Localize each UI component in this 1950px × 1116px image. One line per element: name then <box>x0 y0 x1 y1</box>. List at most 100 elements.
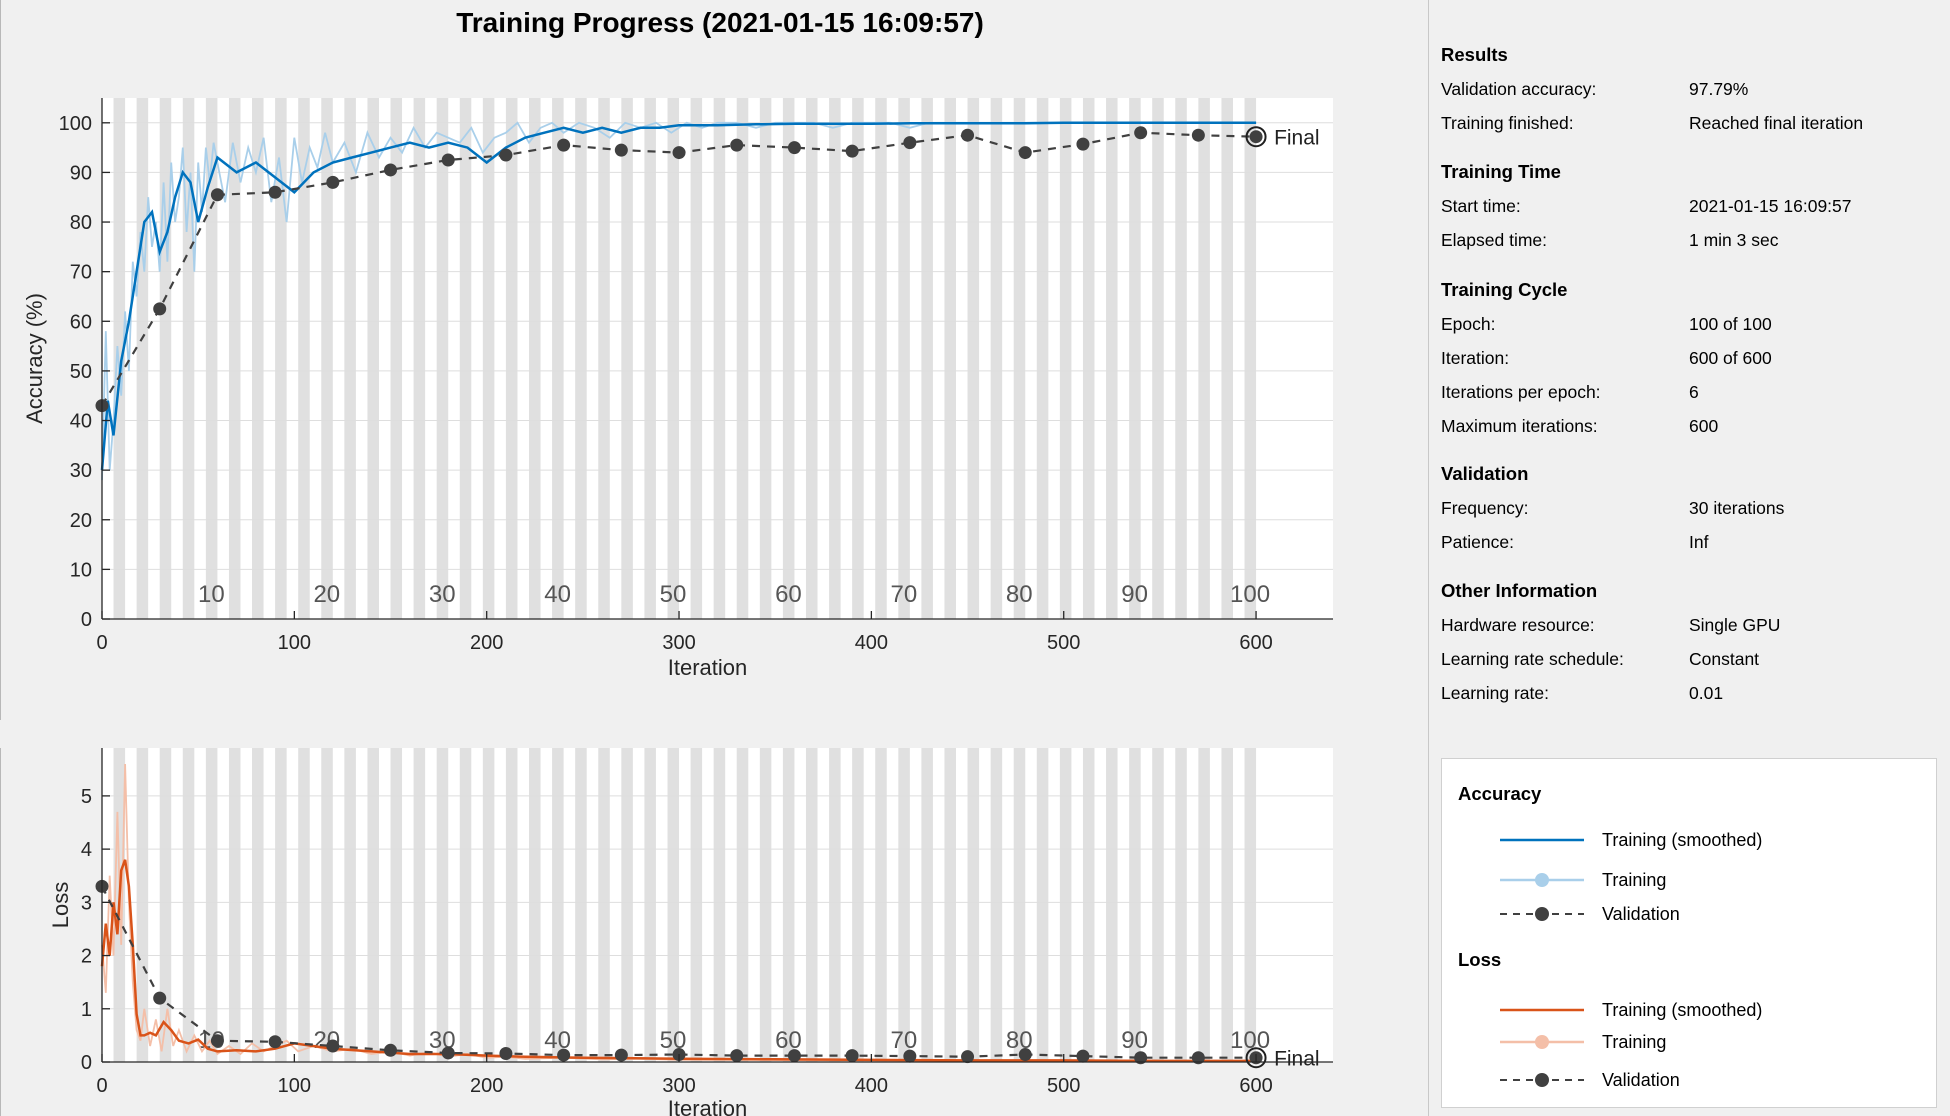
legend-loss-validation: Validation <box>1494 1065 1914 1095</box>
legend-line-icon <box>1500 1008 1584 1012</box>
accuracy-series-training-smoothed <box>100 121 1257 471</box>
loss-validation-point <box>961 1050 975 1064</box>
info-row: Elapsed time: 1 min 3 sec <box>1441 223 1931 257</box>
loss-epoch-band <box>136 748 149 1062</box>
accuracy-epoch-band <box>990 98 1003 619</box>
loss-y-tick-label: 2 <box>81 946 92 968</box>
legend-dashed-marker-icon <box>1500 1073 1584 1087</box>
accuracy-epoch-band <box>113 98 126 619</box>
accuracy-epoch-label: 50 <box>660 581 687 608</box>
legend-label: Validation <box>1602 1070 1680 1090</box>
loss-x-tick-label: 400 <box>855 1075 888 1097</box>
accuracy-epoch-band <box>1221 98 1233 619</box>
accuracy-epoch-label: 90 <box>1121 581 1148 608</box>
accuracy-epoch-band <box>667 98 680 619</box>
loss-epoch-band <box>298 748 310 1062</box>
loss-final-marker <box>1245 1047 1267 1069</box>
accuracy-epoch-band <box>1129 98 1141 619</box>
accuracy-epoch-band <box>529 98 541 619</box>
loss-validation-point <box>384 1043 398 1057</box>
loss-final-label: Final <box>1274 1048 1320 1071</box>
legend-accuracy-training: Training <box>1494 865 1914 895</box>
accuracy-y-tick-label: 90 <box>70 162 92 184</box>
accuracy-x-tick-label: 600 <box>1239 632 1272 654</box>
legend-loss-smoothed: Training (smoothed) <box>1494 995 1914 1025</box>
loss-epoch-band <box>413 748 426 1062</box>
loss-epoch-band <box>736 748 749 1062</box>
info-value: 6 <box>1689 382 1699 402</box>
accuracy-validation-point <box>1076 137 1090 151</box>
info-label: Start time: <box>1441 196 1521 216</box>
info-row: Start time: 2021-01-15 16:09:57 <box>1441 189 1931 223</box>
accuracy-epoch-band <box>875 98 887 619</box>
info-label: Learning rate: <box>1441 683 1549 703</box>
info-value: 97.79% <box>1689 79 1749 99</box>
loss-epoch-band <box>275 748 287 1062</box>
loss-epoch-band <box>990 748 1003 1062</box>
loss-epoch-band <box>1129 748 1141 1062</box>
legend-label: Training <box>1602 1032 1667 1052</box>
loss-y-tick-label: 0 <box>81 1052 92 1074</box>
panel-divider <box>0 0 1 720</box>
info-row: Learning rate: 0.01 <box>1441 676 1931 710</box>
loss-epoch-band <box>321 748 333 1062</box>
loss-y-tick-label: 1 <box>81 999 92 1021</box>
accuracy-x-axis-label: Iteration <box>668 655 748 680</box>
accuracy-validation-point <box>384 163 398 177</box>
loss-epoch-band <box>805 748 818 1062</box>
accuracy-epoch-band <box>321 98 333 619</box>
info-row: Maximum iterations: 600 <box>1441 409 1931 443</box>
accuracy-epoch-band <box>136 98 149 619</box>
accuracy-epoch-band <box>459 98 472 619</box>
legend-label: Validation <box>1602 904 1680 924</box>
info-value: Constant <box>1689 649 1760 669</box>
info-value: 2021-01-15 16:09:57 <box>1689 196 1852 216</box>
info-row: Epoch: 100 of 100 <box>1441 307 1931 341</box>
section-title: Other Information <box>1441 580 1598 601</box>
accuracy-epoch-band <box>182 98 195 619</box>
accuracy-epoch-band <box>298 98 310 619</box>
section-title: Validation <box>1441 463 1529 484</box>
info-row: Iterations per epoch: 6 <box>1441 375 1931 409</box>
accuracy-epoch-band <box>621 98 633 619</box>
accuracy-final-label: Final <box>1274 127 1320 150</box>
accuracy-validation-point <box>787 141 801 155</box>
accuracy-epoch-band <box>1175 98 1187 619</box>
loss-epoch-band <box>621 748 633 1062</box>
accuracy-validation-point <box>326 175 340 189</box>
accuracy-epoch-band <box>782 98 795 619</box>
accuracy-epoch-band <box>159 98 172 619</box>
legend-dashed-marker-icon <box>1500 907 1584 921</box>
info-row: Learning rate schedule: Constant <box>1441 642 1931 676</box>
loss-epoch-band <box>690 748 703 1062</box>
accuracy-y-tick-label: 70 <box>70 262 92 284</box>
accuracy-y-tick-label: 50 <box>70 361 92 383</box>
accuracy-x-tick-label: 300 <box>662 632 695 654</box>
accuracy-epoch-label: 70 <box>890 581 917 608</box>
loss-validation-point <box>441 1046 455 1060</box>
legend-line-icon <box>1500 838 1584 842</box>
loss-epoch-band <box>829 748 841 1062</box>
loss-epoch-band <box>575 748 587 1062</box>
loss-epoch-label: 90 <box>1121 1027 1148 1054</box>
info-value: 0.01 <box>1689 683 1724 703</box>
panel-divider <box>0 748 1 1116</box>
accuracy-epoch-band <box>575 98 587 619</box>
loss-x-tick-label: 200 <box>470 1075 503 1097</box>
loss-y-tick-label: 3 <box>81 892 92 914</box>
loss-validation-point <box>326 1039 340 1053</box>
loss-y-tick-label: 4 <box>81 839 92 861</box>
accuracy-validation-point <box>1018 146 1032 160</box>
chart-title: Training Progress (2021-01-15 16:09:57) <box>456 7 984 38</box>
accuracy-validation-point <box>268 185 282 199</box>
accuracy-epoch-band <box>275 98 287 619</box>
loss-validation-point <box>787 1049 801 1063</box>
accuracy-epoch-band <box>898 98 910 619</box>
loss-epoch-band <box>1244 748 1257 1062</box>
info-label: Hardware resource: <box>1441 615 1595 635</box>
info-label: Training finished: <box>1441 113 1574 133</box>
info-label: Iterations per epoch: <box>1441 382 1601 402</box>
loss-epoch-band <box>252 748 264 1062</box>
loss-x-tick-label: 300 <box>662 1075 695 1097</box>
loss-series-validation <box>101 885 1257 1059</box>
